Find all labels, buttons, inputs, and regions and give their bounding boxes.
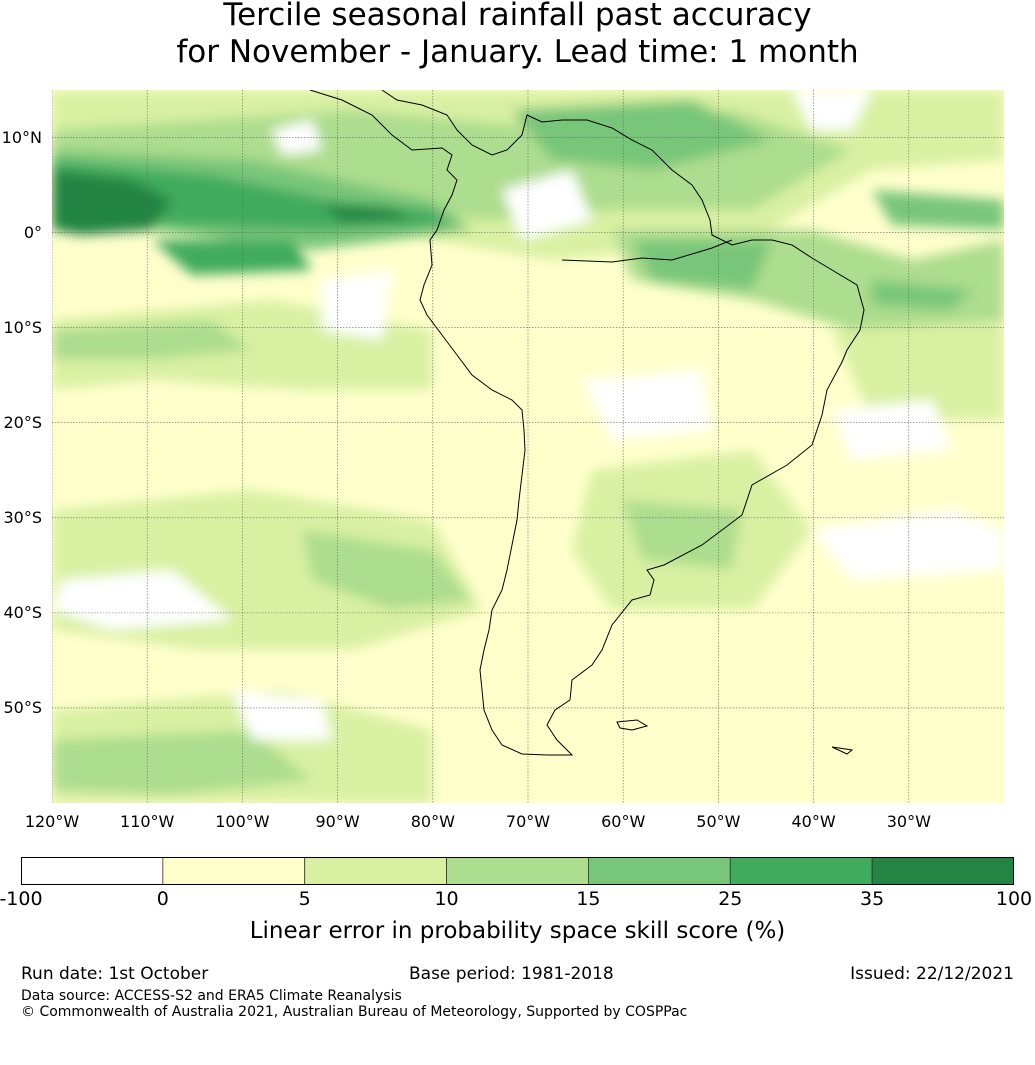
run-date: Run date: 1st October	[21, 964, 209, 984]
skill-zone	[872, 280, 972, 310]
longitude-label: 120°W	[24, 812, 80, 831]
colorbar-segment	[588, 857, 731, 885]
skill-zone	[632, 240, 772, 290]
map-title-line-2: for November - January. Lead time: 1 mon…	[176, 34, 859, 70]
colorbar-segment	[162, 857, 306, 885]
skill-zone	[232, 690, 332, 740]
colorbar-segment	[871, 857, 1014, 885]
colorbar-tick-label: 5	[298, 888, 311, 910]
latitude-label: 10°N	[1, 127, 42, 147]
south-america-coastline	[309, 90, 865, 756]
skill-zone	[152, 240, 312, 275]
colorbar-tick-label: 0	[156, 888, 169, 910]
colorbar-segment	[304, 857, 447, 885]
skill-zone	[502, 170, 592, 240]
skill-zone	[52, 730, 312, 795]
skill-zone	[792, 90, 872, 130]
longitude-label: 100°W	[215, 812, 270, 831]
falkland-islands	[616, 719, 649, 731]
skill-zone	[52, 570, 232, 630]
longitude-label: 90°W	[315, 812, 360, 831]
coastlines	[309, 90, 865, 756]
skill-zone	[52, 320, 252, 360]
colorbar-segment	[729, 857, 873, 885]
colorbar-tick-label: 15	[576, 888, 601, 910]
longitude-label: 50°W	[696, 812, 741, 831]
skill-zone	[872, 190, 1004, 230]
colorbar-tick-label: 35	[860, 888, 885, 910]
longitude-label: 30°W	[886, 812, 931, 831]
colorbar-segment	[446, 857, 589, 885]
data-source: Data source: ACCESS-S2 and ERA5 Climate …	[21, 988, 402, 1004]
skill-score-map	[52, 90, 1004, 803]
skill-zone	[322, 205, 412, 222]
colorbar	[21, 857, 1014, 885]
colorbar-tick-label: 100	[995, 888, 1033, 910]
latitude-label: 0°	[23, 222, 42, 242]
skill-zone	[322, 270, 392, 340]
skill-zone	[832, 320, 1004, 420]
map-title-line-1: Tercile seasonal rainfall past accuracy	[223, 0, 812, 33]
latitude-label: 40°S	[3, 602, 42, 622]
latitude-label: 50°S	[3, 697, 42, 717]
latitude-label: 10°S	[3, 317, 42, 337]
skill-zone	[272, 120, 322, 155]
longitude-label: 60°W	[601, 812, 646, 831]
skill-zone	[812, 510, 1004, 580]
skill-zone	[832, 400, 952, 460]
colorbar-frame	[21, 857, 1014, 885]
skill-zone	[512, 100, 772, 170]
south-georgia	[831, 746, 854, 755]
colorbar-tick-label: -100	[0, 888, 43, 910]
longitude-label: 40°W	[791, 812, 836, 831]
skill-zone	[302, 530, 472, 610]
colorbar-label: Linear error in probability space skill …	[249, 918, 786, 944]
latitude-label: 30°S	[3, 507, 42, 527]
colorbar-tick-label: 10	[434, 888, 459, 910]
copyright: © Commonwealth of Australia 2021, Austra…	[21, 1004, 688, 1020]
issued-date: Issued: 22/12/2021	[850, 964, 1014, 984]
latitude-label: 20°S	[3, 412, 42, 432]
base-period: Base period: 1981-2018	[409, 964, 614, 984]
longitude-label: 80°W	[410, 812, 455, 831]
amazon-river	[561, 239, 733, 263]
skill-zone	[52, 170, 172, 235]
longitude-label: 70°W	[505, 812, 551, 831]
graticule	[52, 90, 1004, 803]
longitude-label: 110°W	[120, 812, 175, 831]
colorbar-segment	[21, 857, 164, 885]
colorbar-tick-label: 25	[718, 888, 743, 910]
